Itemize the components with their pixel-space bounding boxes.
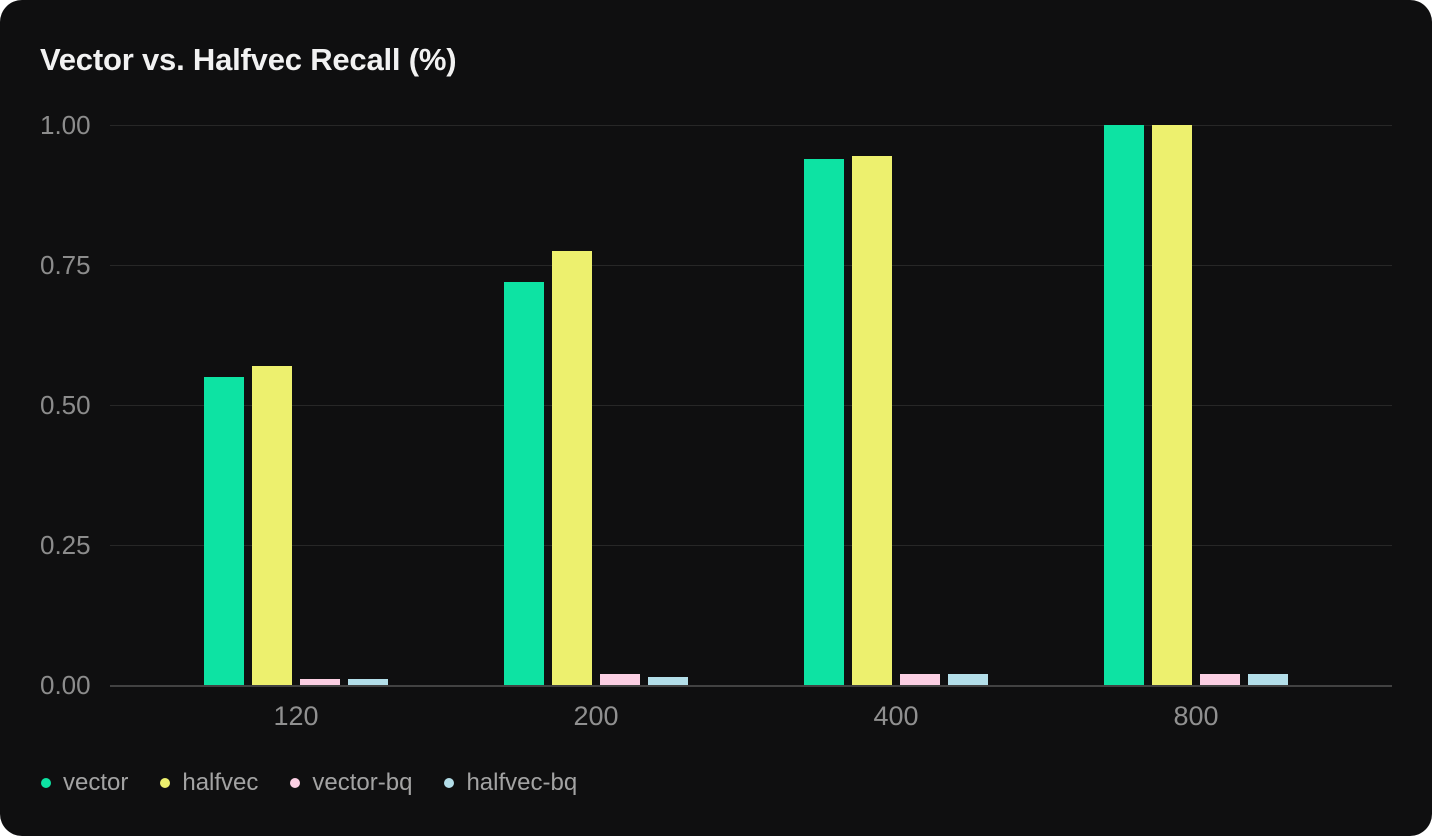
legend-dot-icon — [444, 778, 455, 788]
bar-group-120 — [204, 125, 388, 685]
bar-halfvec-bq-200 — [648, 677, 688, 685]
y-tick-label: 1.00 — [40, 110, 91, 140]
legend-item-vector-bq[interactable]: vector-bq — [290, 769, 412, 797]
legend: vector halfvec vector-bq halfvec-bq — [41, 766, 577, 800]
bar-halfvec-800 — [1152, 125, 1192, 685]
x-tick-label: 200 — [573, 701, 619, 731]
gridline-1.00 — [110, 124, 1392, 126]
y-tick-label: 0.50 — [40, 390, 91, 420]
x-tick-label: 800 — [1173, 701, 1219, 731]
bar-halfvec-120 — [252, 366, 292, 685]
bar-vector-bq-120 — [300, 679, 340, 685]
legend-dot-icon — [290, 778, 301, 788]
bar-halfvec-bq-800 — [1248, 674, 1288, 685]
legend-label: vector — [63, 769, 129, 796]
legend-item-vector[interactable]: vector — [41, 769, 128, 797]
legend-dot-icon — [160, 778, 171, 788]
x-tick-label: 120 — [273, 701, 319, 731]
bar-group-800 — [1104, 125, 1288, 685]
bar-vector-200 — [504, 282, 544, 685]
bar-vector-120 — [204, 377, 244, 685]
bar-group-200 — [504, 125, 688, 685]
bar-halfvec-bq-120 — [348, 679, 388, 685]
bar-vector-bq-800 — [1200, 674, 1240, 685]
gridline-0.25 — [110, 544, 1392, 546]
y-tick-label: 0.00 — [40, 670, 91, 700]
legend-dot-icon — [41, 778, 51, 788]
chart-title: Vector vs. Halfvec Recall (%) — [40, 42, 457, 77]
bar-vector-400 — [804, 159, 844, 685]
bar-vector-800 — [1104, 125, 1144, 685]
gridline-0.75 — [110, 264, 1392, 266]
legend-item-halfvec-bq[interactable]: halfvec-bq — [444, 769, 577, 797]
bar-halfvec-bq-400 — [948, 674, 988, 685]
y-tick-label: 0.75 — [40, 250, 91, 280]
bar-vector-bq-400 — [900, 674, 940, 685]
legend-item-halfvec[interactable]: halfvec — [160, 769, 258, 797]
bar-vector-bq-200 — [600, 674, 640, 685]
gridline-0.00 — [110, 685, 1392, 687]
y-tick-label: 0.25 — [40, 530, 91, 560]
bar-group-400 — [804, 125, 988, 685]
legend-label: vector-bq — [312, 769, 413, 796]
bar-halfvec-200 — [552, 251, 592, 685]
gridline-0.50 — [110, 404, 1392, 406]
legend-label: halfvec-bq — [466, 769, 578, 796]
legend-label: halfvec — [182, 769, 259, 796]
bar-halfvec-400 — [852, 156, 892, 685]
x-tick-label: 400 — [873, 701, 919, 731]
